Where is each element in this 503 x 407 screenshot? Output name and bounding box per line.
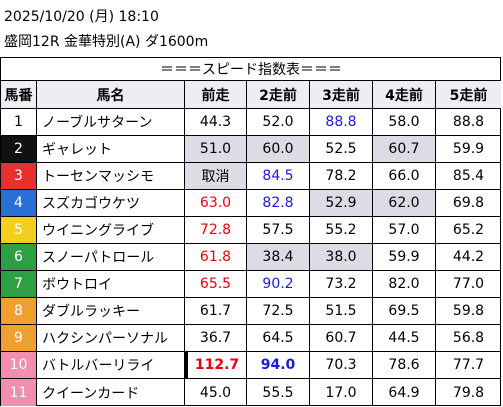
speed-index: 72.8	[185, 217, 247, 244]
speed-index: 84.5	[247, 163, 310, 190]
horse-number: 7	[1, 271, 37, 298]
speed-index: 取消	[185, 163, 247, 190]
speed-index: 90.2	[247, 271, 310, 298]
column-header: 4走前	[373, 81, 436, 109]
column-header: 前走	[185, 81, 247, 109]
speed-index: 94.0	[247, 352, 310, 379]
speed-index: 59.9	[436, 136, 501, 163]
speed-index: 62.0	[373, 190, 436, 217]
horse-number: 6	[1, 244, 37, 271]
speed-index: 44.5	[373, 325, 436, 352]
horse-number: 2	[1, 136, 37, 163]
horse-name: トーセンマッシモ	[37, 163, 185, 190]
speed-index: 69.8	[436, 190, 501, 217]
speed-index: 88.8	[310, 109, 373, 136]
speed-index: 57.5	[247, 217, 310, 244]
speed-index: 55.2	[310, 217, 373, 244]
speed-index: 52.0	[247, 109, 310, 136]
speed-index: 56.8	[436, 325, 501, 352]
speed-index: 36.7	[185, 325, 247, 352]
horse-name: ボウトロイ	[37, 271, 185, 298]
column-header: 馬番	[1, 81, 37, 109]
speed-index: 78.2	[310, 163, 373, 190]
horse-number: 11	[1, 379, 37, 406]
speed-index: 51.0	[185, 136, 247, 163]
speed-index: 38.4	[247, 244, 310, 271]
speed-index: 88.8	[436, 109, 501, 136]
speed-index: 57.0	[373, 217, 436, 244]
horse-name: ウイニングライブ	[37, 217, 185, 244]
speed-index: 52.5	[310, 136, 373, 163]
speed-index: 61.7	[185, 298, 247, 325]
speed-index: 60.7	[373, 136, 436, 163]
horse-name: クイーンカード	[37, 379, 185, 406]
column-header: 馬名	[37, 81, 185, 109]
speed-index: 77.7	[436, 352, 501, 379]
speed-index: 78.6	[373, 352, 436, 379]
column-header: 2走前	[247, 81, 310, 109]
speed-index: 17.0	[310, 379, 373, 406]
speed-index: 38.0	[310, 244, 373, 271]
race-info: 盛岡12R 金華特別(A) ダ1600m	[4, 34, 209, 50]
speed-index: 44.3	[185, 109, 247, 136]
horse-name: スズカゴウケツ	[37, 190, 185, 217]
speed-index: 73.2	[310, 271, 373, 298]
speed-index: 51.5	[310, 298, 373, 325]
horse-number: 5	[1, 217, 37, 244]
column-header: 5走前	[436, 81, 501, 109]
datetime: 2025/10/20 (月) 18:10	[4, 9, 159, 25]
horse-number: 3	[1, 163, 37, 190]
horse-number: 4	[1, 190, 37, 217]
speed-index: 79.8	[452, 384, 485, 401]
speed-index: 44.2	[436, 244, 501, 271]
speed-index: 60.7	[310, 325, 373, 352]
speed-index: 70.3	[310, 352, 373, 379]
horse-number: 9	[1, 325, 37, 352]
speed-index: 82.0	[373, 271, 436, 298]
horse-name: ノーブルサターン	[37, 109, 185, 136]
speed-index: 59.8	[436, 298, 501, 325]
speed-index: 82.8	[247, 190, 310, 217]
horse-name: ハクシンパーソナル	[37, 325, 185, 352]
speed-index: 69.5	[373, 298, 436, 325]
horse-name: スノーパトロール	[37, 244, 185, 271]
horse-name: ダブルラッキー	[37, 298, 185, 325]
horse-number: 1	[1, 109, 37, 136]
horse-name: バトルバーリライ	[37, 352, 185, 379]
speed-index: 55.5	[247, 379, 310, 406]
speed-index: 112.7	[185, 352, 247, 379]
speed-index: 72.5	[247, 298, 310, 325]
speed-index: 63.0	[185, 190, 247, 217]
speed-index: 60.0	[247, 136, 310, 163]
speed-index: 85.4	[436, 163, 501, 190]
speed-index: 52.9	[310, 190, 373, 217]
speed-index: 65.5	[185, 271, 247, 298]
speed-index: 45.0	[185, 379, 247, 406]
speed-index: 66.0	[373, 163, 436, 190]
horse-name: ギャレット	[37, 136, 185, 163]
speed-index: 61.8	[185, 244, 247, 271]
horse-number: 8	[1, 298, 37, 325]
speed-index: 77.0	[436, 271, 501, 298]
speed-index: 65.2	[436, 217, 501, 244]
table-title: ＝＝＝スピード指数表＝＝＝	[1, 58, 501, 81]
speed-index: 64.5	[247, 325, 310, 352]
speed-index: 64.9	[373, 379, 436, 406]
speed-index: 59.9	[373, 244, 436, 271]
horse-number: 10	[1, 352, 37, 379]
column-header: 3走前	[310, 81, 373, 109]
speed-index: 58.0	[373, 109, 436, 136]
